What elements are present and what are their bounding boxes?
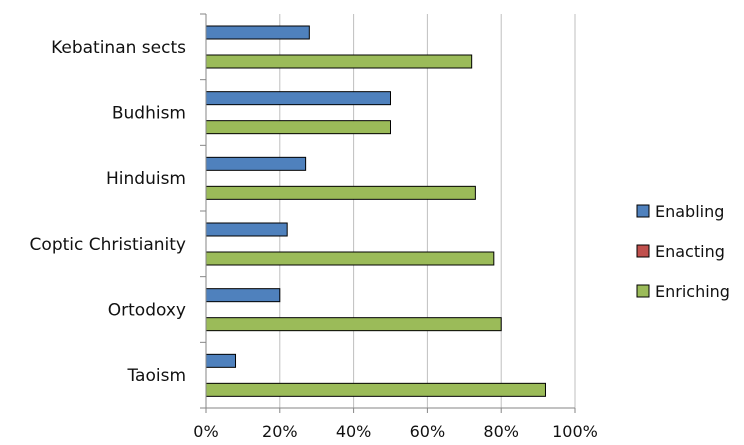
bar-enabling [205,156,307,171]
bar-enabling [205,25,310,40]
bar-enabling [205,353,237,368]
x-tick-label: 80% [483,422,519,441]
x-tick-label: 100% [552,422,598,441]
legend-swatch [636,284,650,298]
x-tick-label: 60% [410,422,446,441]
gridlines [279,14,576,408]
legend-label: Enacting [655,242,725,261]
category-label: Kebatinan sects [51,38,186,58]
legend-swatch [636,204,650,218]
x-tick-label: 20% [262,422,298,441]
bar-enabling [205,288,281,303]
axes [200,13,576,413]
category-label: Coptic Christianity [30,235,186,255]
category-label: Taoism [126,366,186,386]
bar-enriching [205,54,473,69]
legend-swatch [636,244,650,258]
category-label: Hinduism [106,169,186,189]
category-label: Ortodoxy [108,301,186,321]
bar-enabling [205,91,391,106]
bar-enriching [205,185,476,200]
bars [205,25,546,397]
x-tick-labels: 0% 20% 40% 60% 80% 100% [193,422,598,441]
bar-enriching [205,251,495,266]
category-labels: Kebatinan sects Budhism Hinduism Coptic Chr… [30,38,187,386]
bar-enriching [205,317,502,332]
x-tick-label: 0% [193,422,218,441]
legend: Enabling Enacting Enriching [636,202,730,301]
legend-label: Enriching [655,282,730,301]
category-label: Budhism [112,104,186,124]
bar-enriching [205,382,546,397]
legend-label: Enabling [655,202,724,221]
x-tick-label: 40% [336,422,372,441]
bar-enabling [205,222,288,237]
bar-enriching [205,120,391,135]
